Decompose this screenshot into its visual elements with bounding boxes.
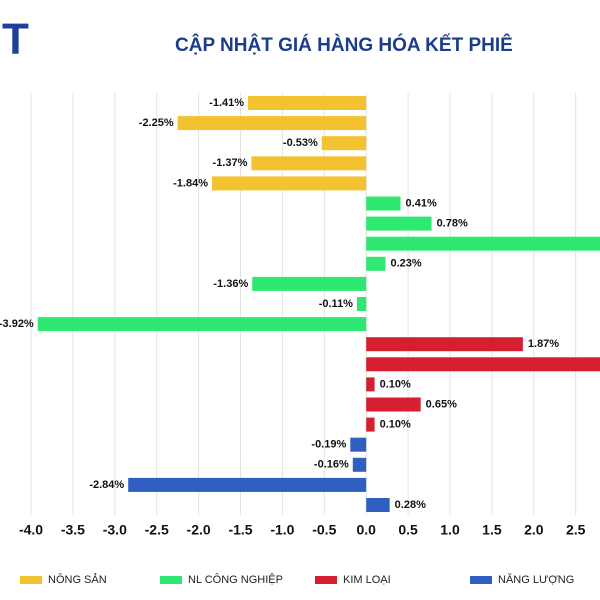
value-label: 0.65% [426,398,457,410]
x-tick-label: -3.0 [103,522,127,538]
bar [37,317,367,332]
bar [352,457,367,472]
bar [212,176,367,191]
x-tick-label: -3.5 [61,522,85,538]
bar [366,377,375,392]
legend-label: KIM LOẠI [343,574,391,586]
bar [366,417,375,432]
value-label: -0.53% [283,137,318,149]
value-label: 0.10% [380,378,411,390]
logo: T [2,15,29,64]
legend-swatch [160,576,182,584]
x-tick-label: 0.5 [398,522,418,538]
x-tick-label: -1.0 [270,522,294,538]
bar [252,276,367,291]
legend-label: NĂNG LƯỢNG [498,573,574,586]
value-label: -3.92% [0,318,34,330]
value-label: -2.84% [89,479,124,491]
bar [366,357,600,372]
legend-swatch [470,576,492,584]
value-label: 1.87% [528,338,559,350]
bar [177,116,367,131]
x-tick-label: 2.5 [566,522,586,538]
bar [128,477,367,492]
bar [350,437,367,452]
bar [356,297,367,311]
value-label: 0.10% [380,419,411,431]
bar [321,136,367,151]
bar [366,397,421,412]
x-tick-label: 0.0 [356,522,376,538]
bar [366,256,386,271]
value-label: 0.41% [406,197,437,209]
bar [366,498,390,512]
x-tick-label: 1.5 [482,522,502,538]
x-tick-label: -0.5 [312,522,336,538]
chart-title: CẬP NHẬT GIÁ HÀNG HÓA KẾT PHIÊ [175,34,513,56]
x-tick-label: -1.5 [228,522,252,538]
bar [248,96,367,110]
legend-swatch [20,576,42,584]
value-label: 0.78% [437,218,468,230]
bar [366,236,600,251]
bar [366,337,523,352]
value-label: 0.23% [390,258,421,270]
legend-swatch [315,576,337,584]
x-tick-label: 1.0 [440,522,460,538]
x-tick-label: -2.5 [145,522,169,538]
value-label: -1.37% [213,157,248,169]
value-label: -1.41% [209,97,244,109]
legend-label: NÔNG SẢN [48,573,107,586]
legend-label: NL CÔNG NGHIỆP [188,573,283,586]
value-label: -0.19% [311,439,346,451]
value-label: 0.28% [395,499,426,511]
value-label: -0.11% [319,298,353,310]
x-tick-label: 2.0 [524,522,544,538]
bar [366,196,401,211]
bar [251,156,367,171]
value-label: -0.16% [314,459,349,471]
value-label: -1.84% [173,177,208,189]
value-label: -2.25% [139,117,174,129]
x-tick-label: -4.0 [19,522,43,538]
bar [366,216,432,231]
value-label: -1.36% [213,278,248,290]
x-tick-label: -2.0 [187,522,211,538]
